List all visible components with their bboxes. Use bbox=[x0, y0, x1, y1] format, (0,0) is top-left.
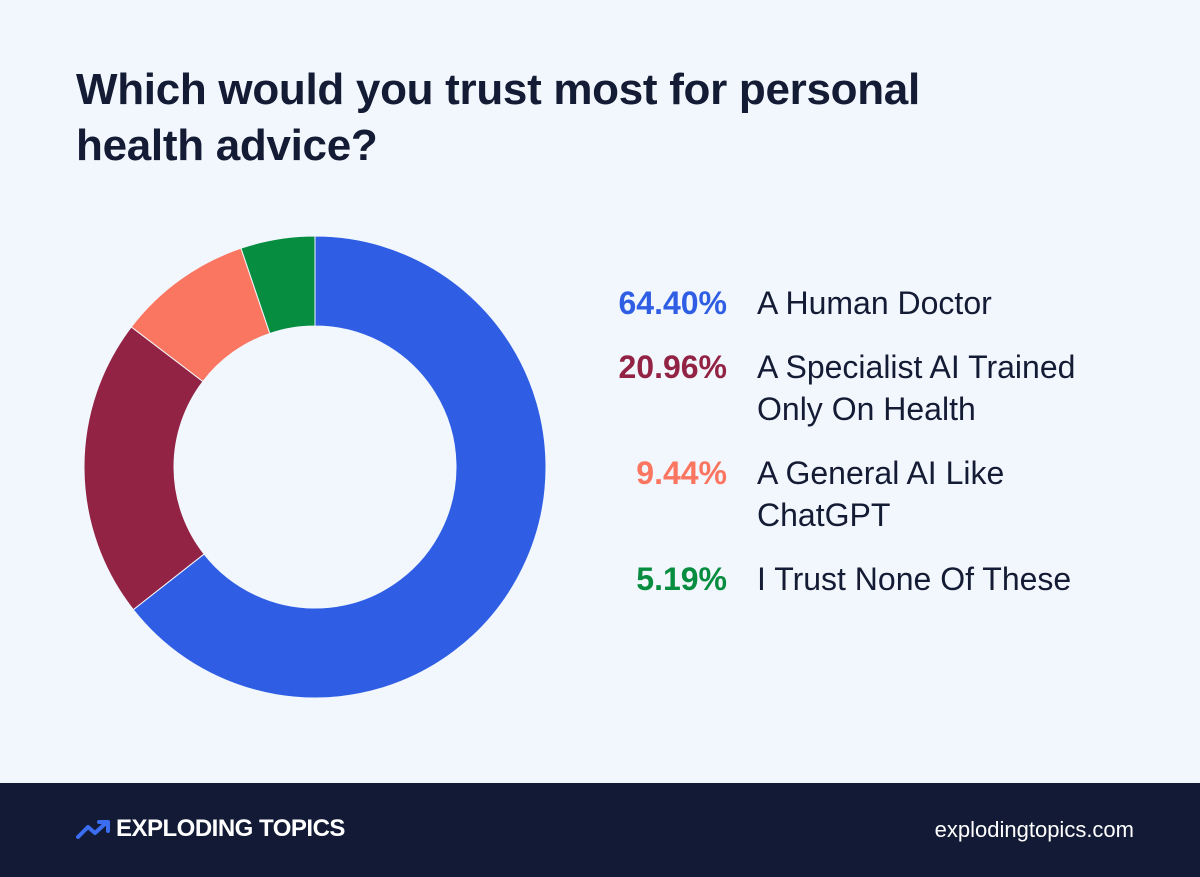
legend-label: A Specialist AI Trained Only On Health bbox=[757, 349, 1076, 427]
trend-arrow-icon bbox=[76, 820, 110, 839]
legend-value: 9.44% bbox=[636, 455, 727, 491]
legend-item: 20.96% A Specialist AI Trained Only On He… bbox=[590, 346, 1160, 430]
brand-logo[interactable]: EXPLODING TOPICS bbox=[76, 815, 345, 843]
legend-label: A General AI Like ChatGPT bbox=[757, 455, 1005, 533]
legend-label: I Trust None Of These bbox=[757, 561, 1072, 597]
donut-slice-2 bbox=[83, 326, 205, 611]
donut-slice-4 bbox=[240, 235, 316, 335]
legend-value: 5.19% bbox=[636, 561, 727, 597]
site-url[interactable]: explodingtopics.com bbox=[934, 817, 1134, 842]
donut-chart bbox=[83, 235, 547, 699]
legend-value: 20.96% bbox=[618, 349, 727, 385]
chart-legend: 64.40% A Human Doctor 20.96% A Specialist A… bbox=[590, 282, 1160, 622]
legend-item: 5.19% I Trust None Of These bbox=[590, 558, 1160, 600]
legend-item: 64.40% A Human Doctor bbox=[590, 282, 1160, 324]
chart-title: Which would you trust most for personal … bbox=[76, 65, 920, 170]
legend-label: A Human Doctor bbox=[757, 285, 992, 321]
footer-bar: EXPLODING TOPICS explodingtopics.com bbox=[0, 783, 1200, 877]
donut-slice-1 bbox=[132, 235, 547, 699]
legend-value: 64.40% bbox=[618, 285, 727, 321]
legend-item: 9.44% A General AI Like ChatGPT bbox=[590, 452, 1160, 536]
brand-name: EXPLODING TOPICS bbox=[116, 815, 345, 842]
